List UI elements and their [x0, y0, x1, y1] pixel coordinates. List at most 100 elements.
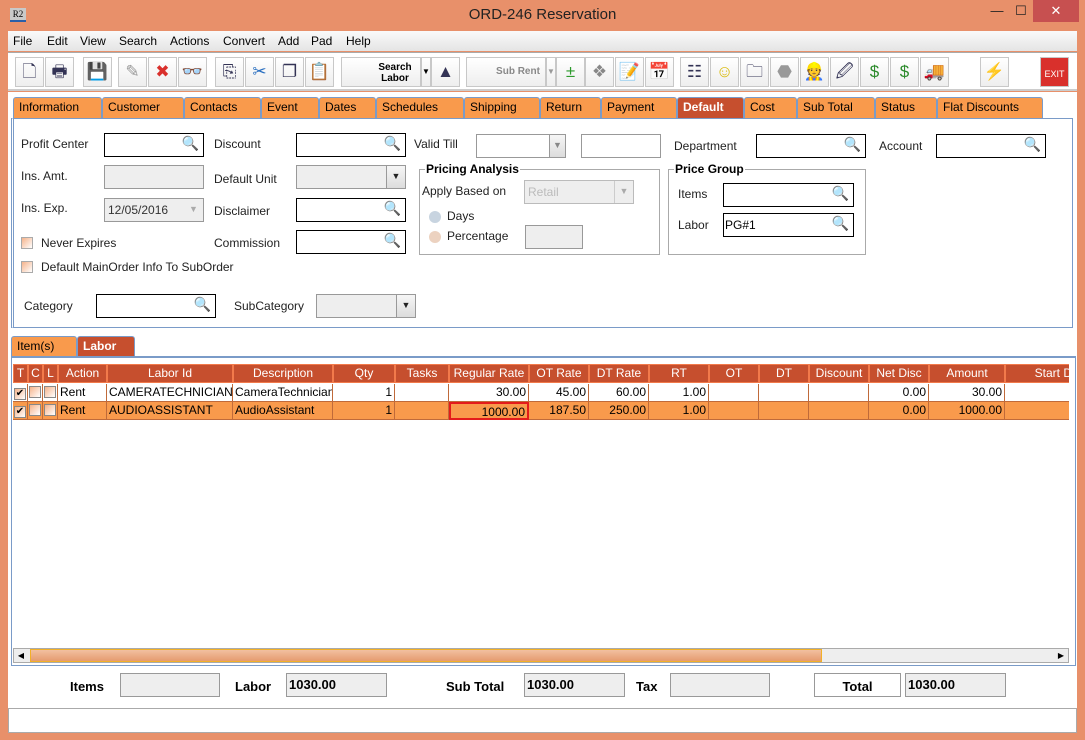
- new-document-button[interactable]: 🗋: [15, 57, 44, 87]
- copy-button[interactable]: ❐: [275, 57, 304, 87]
- l-checkbox[interactable]: [44, 386, 56, 398]
- add-remove-button[interactable]: ±: [556, 57, 585, 87]
- column-header-amount[interactable]: Amount: [929, 364, 1005, 383]
- chevron-down-icon[interactable]: ▼: [386, 166, 405, 188]
- cell-l[interactable]: [43, 402, 58, 420]
- tab-payment[interactable]: Payment: [601, 97, 677, 118]
- menu-view[interactable]: View: [80, 34, 106, 48]
- tab-contacts[interactable]: Contacts: [184, 97, 261, 118]
- smiley-button[interactable]: ☺: [710, 57, 739, 87]
- tab-shipping[interactable]: Shipping: [464, 97, 540, 118]
- menu-file[interactable]: File: [13, 34, 33, 48]
- column-header-t[interactable]: T: [13, 364, 28, 383]
- tab-status[interactable]: Status: [875, 97, 937, 118]
- menu-pad[interactable]: Pad: [311, 34, 333, 48]
- search-icon[interactable]: 🔍: [181, 135, 199, 151]
- shapes-button[interactable]: ▲: [431, 57, 460, 87]
- account-field[interactable]: 🔍: [936, 134, 1046, 158]
- column-header-regular-rate[interactable]: Regular Rate: [449, 364, 529, 383]
- column-header-discount[interactable]: Discount: [809, 364, 869, 383]
- commission-field[interactable]: 🔍: [296, 230, 406, 254]
- days-radio[interactable]: [429, 211, 441, 223]
- folder-clock-button[interactable]: 🗀: [740, 57, 769, 87]
- scroll-right-icon[interactable]: ▶: [1057, 651, 1065, 660]
- close-button[interactable]: ✕: [1033, 0, 1079, 22]
- column-header-rt[interactable]: RT: [649, 364, 709, 383]
- edit-pencil-button[interactable]: ✎: [118, 57, 147, 87]
- table-row[interactable]: ✔ Rent CAMERATECHNICIAN CameraTechnician 1 30…: [13, 384, 1069, 402]
- chevron-down-icon[interactable]: ▼: [396, 295, 415, 317]
- column-header-labor-id[interactable]: Labor Id: [107, 364, 233, 383]
- subtab-labor[interactable]: Labor: [77, 336, 135, 356]
- worker-button[interactable]: 👷: [800, 57, 829, 87]
- tab-cost[interactable]: Cost: [744, 97, 797, 118]
- t-checkbox[interactable]: ✔: [14, 406, 26, 418]
- gray-shape-button[interactable]: ⬣: [770, 57, 799, 87]
- column-header-action[interactable]: Action: [58, 364, 107, 383]
- column-header-description[interactable]: Description: [233, 364, 333, 383]
- column-header-ot-rate[interactable]: OT Rate: [529, 364, 589, 383]
- calendar-button[interactable]: 📅: [645, 57, 674, 87]
- profit-center-field[interactable]: 🔍: [104, 133, 204, 157]
- menu-edit[interactable]: Edit: [47, 34, 68, 48]
- minimize-button[interactable]: —: [990, 3, 1004, 18]
- percentage-field[interactable]: [525, 225, 583, 249]
- valid-till-date[interactable]: ▼: [476, 134, 566, 158]
- menu-actions[interactable]: Actions: [170, 34, 210, 48]
- tab-information[interactable]: Information: [13, 97, 102, 118]
- search-labor-button[interactable]: Search Labor: [341, 57, 421, 87]
- cell-t[interactable]: ✔: [13, 402, 28, 420]
- horizontal-scrollbar[interactable]: ◀ ▶: [13, 648, 1069, 663]
- dollar-arrows-button[interactable]: $: [860, 57, 889, 87]
- column-header-tasks[interactable]: Tasks: [395, 364, 449, 383]
- exit-button[interactable]: EXIT: [1040, 57, 1069, 87]
- puzzle-button[interactable]: ❖: [585, 57, 614, 87]
- ins-exp-field[interactable]: 12/05/2016 ▼: [104, 198, 204, 222]
- default-mainorder-checkbox[interactable]: [21, 261, 33, 273]
- tab-sub-total[interactable]: Sub Total: [797, 97, 875, 118]
- column-header-net-disc[interactable]: Net Disc: [869, 364, 929, 383]
- maximize-button[interactable]: ☐: [1015, 3, 1027, 18]
- tab-return[interactable]: Return: [540, 97, 601, 118]
- cell-t[interactable]: ✔: [13, 384, 28, 402]
- disclaimer-field[interactable]: 🔍: [296, 198, 406, 222]
- c-checkbox[interactable]: [29, 386, 41, 398]
- ins-amt-field[interactable]: [104, 165, 204, 189]
- column-header-ot[interactable]: OT: [709, 364, 759, 383]
- sub-rent-dropdown[interactable]: ▼: [546, 57, 556, 87]
- default-unit-dropdown[interactable]: ▼: [296, 165, 406, 189]
- search-icon[interactable]: 🔍: [383, 135, 401, 151]
- paste-button[interactable]: 📋: [305, 57, 334, 87]
- search-icon[interactable]: 🔍: [843, 136, 861, 152]
- menu-search[interactable]: Search: [119, 34, 158, 48]
- price-group-labor-field[interactable]: PG#1 🔍: [723, 213, 854, 237]
- percentage-radio[interactable]: [429, 231, 441, 243]
- table-row[interactable]: ✔ Rent AUDIOASSISTANT AudioAssistant 1 1000.0…: [13, 402, 1069, 420]
- search-labor-dropdown[interactable]: ▼: [421, 57, 431, 87]
- never-expires-checkbox[interactable]: [21, 237, 33, 249]
- valid-till-time[interactable]: [581, 134, 661, 158]
- column-header-qty[interactable]: Qty: [333, 364, 395, 383]
- apply-based-on-dropdown[interactable]: Retail ▼: [524, 180, 634, 204]
- print-button[interactable]: 🖶: [45, 57, 74, 87]
- chevron-down-icon[interactable]: ▼: [184, 199, 203, 221]
- copy-order-button[interactable]: ⎘: [215, 57, 244, 87]
- subcategory-dropdown[interactable]: ▼: [316, 294, 416, 318]
- column-header-start-d[interactable]: Start D: [1005, 364, 1069, 383]
- column-header-l[interactable]: L: [43, 364, 58, 383]
- search-icon[interactable]: 🔍: [383, 232, 401, 248]
- search-icon[interactable]: 🔍: [193, 296, 211, 312]
- tab-event[interactable]: Event: [261, 97, 319, 118]
- truck-button[interactable]: 🚚: [920, 57, 949, 87]
- notepad-button[interactable]: 📝: [615, 57, 644, 87]
- edit-document-button[interactable]: 🖉: [830, 57, 859, 87]
- search-icon[interactable]: 🔍: [383, 200, 401, 216]
- scroll-left-icon[interactable]: ◀: [17, 651, 25, 660]
- tab-default[interactable]: Default: [677, 97, 744, 118]
- chevron-down-icon[interactable]: ▼: [614, 181, 633, 203]
- cut-button[interactable]: ✂: [245, 57, 274, 87]
- menu-help[interactable]: Help: [346, 34, 371, 48]
- save-button[interactable]: 💾: [83, 57, 112, 87]
- scrollbar-thumb[interactable]: [30, 649, 822, 662]
- menu-convert[interactable]: Convert: [223, 34, 266, 48]
